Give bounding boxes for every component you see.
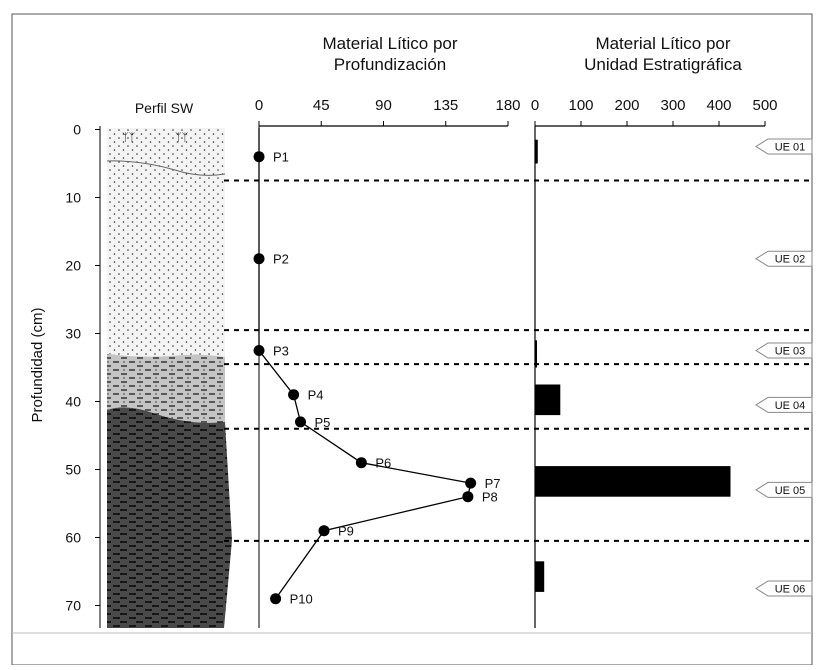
y-axis-ticks: 0 10 20 30 40 50 60 70 bbox=[65, 122, 101, 628]
unit-tag: UE 01 bbox=[755, 138, 813, 155]
unit-tag: UE 02 bbox=[755, 250, 813, 267]
bar-x-tick-label: 400 bbox=[706, 97, 731, 114]
data-point bbox=[270, 593, 282, 605]
line-chart-title-1: Material Lítico por bbox=[322, 34, 457, 53]
data-point bbox=[465, 477, 477, 489]
bar-ue-05 bbox=[535, 466, 731, 497]
y-tick-label: 40 bbox=[65, 394, 81, 410]
y-tick-label: 0 bbox=[73, 122, 81, 138]
data-point bbox=[295, 416, 306, 428]
unit-tag: UE 03 bbox=[755, 342, 813, 359]
data-point-label: P6 bbox=[375, 456, 391, 471]
bar-ue-03 bbox=[535, 340, 537, 368]
unit-tag-shape bbox=[755, 396, 813, 413]
stratum-sand bbox=[107, 128, 225, 357]
line-chart-axis: 0 45 90 135 180 bbox=[255, 97, 521, 628]
bar-chart-title-2: Unidad Estratigráfica bbox=[584, 55, 742, 74]
root-marks-1: ᛉᛉ bbox=[122, 132, 136, 144]
y-tick-label: 10 bbox=[65, 190, 81, 206]
data-point-label: P9 bbox=[338, 524, 354, 539]
data-point bbox=[253, 151, 265, 163]
bar-x-tick-label: 500 bbox=[752, 97, 777, 114]
data-point-label: P4 bbox=[308, 388, 324, 403]
data-point-label: P10 bbox=[290, 592, 313, 607]
data-point-label: P2 bbox=[273, 252, 289, 267]
y-tick-label: 30 bbox=[65, 326, 81, 342]
bar-ue-04 bbox=[535, 384, 561, 416]
line-x-tick-label: 90 bbox=[375, 97, 392, 114]
y-tick-label: 50 bbox=[65, 462, 81, 478]
bar-ue-06 bbox=[535, 561, 545, 592]
data-point bbox=[253, 345, 265, 356]
bar-chart-title-1: Material Lítico por bbox=[595, 34, 730, 53]
unit-boundaries bbox=[224, 179, 810, 542]
unit-tag-label: UE 05 bbox=[775, 485, 806, 497]
line-chart-title-2: Profundización bbox=[334, 55, 446, 74]
line-x-tick-label: 135 bbox=[433, 97, 458, 114]
unit-tag-shape bbox=[755, 250, 813, 267]
stratum-clay bbox=[107, 407, 232, 628]
unit-tag: UE 04 bbox=[755, 396, 813, 413]
line-x-tick-label: 45 bbox=[313, 97, 330, 114]
unit-labels: UE 01 UE 02 UE 03 UE 04 UE 05 UE 06 bbox=[755, 138, 813, 597]
data-point-label: P8 bbox=[482, 490, 498, 505]
unit-tag-shape bbox=[755, 481, 813, 498]
bar-chart-bars bbox=[535, 139, 731, 592]
profile-label: Perfil SW bbox=[135, 100, 194, 116]
data-point bbox=[288, 389, 300, 401]
unit-tag-label: UE 04 bbox=[775, 400, 806, 412]
line-x-tick-label: 180 bbox=[495, 97, 520, 114]
data-point bbox=[462, 491, 474, 503]
y-tick-label: 20 bbox=[65, 258, 81, 274]
bar-x-tick-label: 200 bbox=[614, 97, 639, 114]
bar-chart-axis: 0 100 200 300 400 500 bbox=[531, 97, 778, 628]
unit-tag: UE 05 bbox=[755, 481, 813, 498]
root-marks-2: ᛉᛉ bbox=[175, 132, 189, 144]
data-point bbox=[253, 253, 265, 265]
unit-tag-shape bbox=[755, 342, 813, 359]
data-point bbox=[318, 525, 330, 537]
y-tick-label: 70 bbox=[65, 598, 81, 614]
unit-tag: UE 06 bbox=[755, 580, 813, 597]
unit-tag-shape bbox=[755, 138, 813, 155]
line-x-tick-label: 0 bbox=[255, 97, 263, 114]
stratigraphic-profile: ᛉᛉ ᛉᛉ bbox=[106, 128, 232, 628]
unit-tag-label: UE 03 bbox=[775, 346, 806, 358]
bar-x-tick-label: 300 bbox=[660, 97, 685, 114]
unit-tag-label: UE 06 bbox=[775, 584, 806, 596]
bar-x-tick-label: 0 bbox=[531, 97, 539, 114]
unit-tag-label: UE 01 bbox=[775, 142, 806, 154]
data-point-label: P3 bbox=[273, 344, 289, 359]
data-point bbox=[355, 457, 367, 469]
data-point-label: P5 bbox=[315, 415, 331, 430]
data-point-label: P7 bbox=[485, 476, 501, 491]
stratum-silt bbox=[107, 354, 225, 423]
stratum-line-upper bbox=[106, 160, 226, 176]
unit-tag-label: UE 02 bbox=[775, 254, 806, 266]
y-axis-title: Profundidad (cm) bbox=[29, 307, 46, 422]
bar-x-tick-label: 100 bbox=[568, 97, 593, 114]
y-tick-label: 60 bbox=[65, 530, 81, 546]
unit-tag-shape bbox=[755, 580, 813, 597]
data-point-label: P1 bbox=[273, 150, 289, 165]
bar-ue-01 bbox=[535, 139, 538, 164]
